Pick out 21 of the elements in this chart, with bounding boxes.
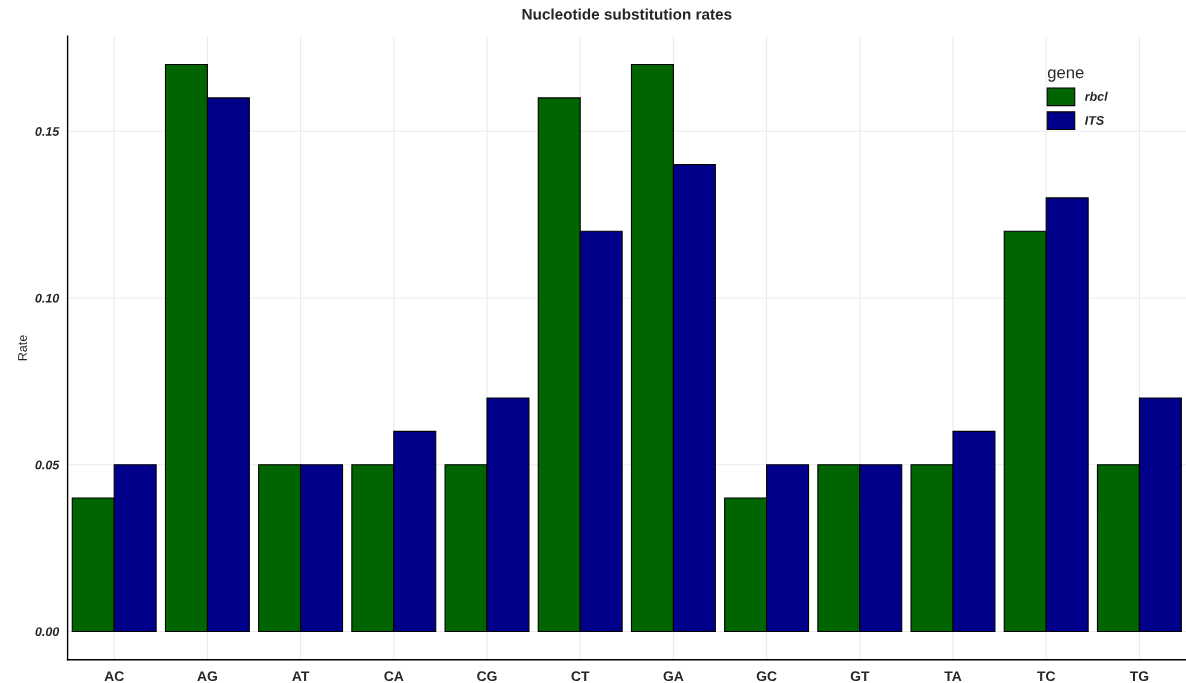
legend-label: rbcl [1084, 91, 1108, 101]
legend-title: gene [1047, 69, 1084, 82]
x-tick-label: AC [104, 671, 124, 682]
x-tick-label: CT [571, 671, 590, 682]
x-tick-label: GA [663, 671, 684, 682]
y-axis-title: Rate [18, 335, 27, 361]
y-tick-label: 0.15 [35, 127, 60, 136]
x-tick-label: CG [477, 671, 497, 682]
x-tick-label: TG [1129, 671, 1149, 682]
x-tick-label: CA [384, 671, 404, 682]
x-tick-label: TC [1037, 671, 1056, 682]
x-tick-label: TA [944, 671, 962, 681]
y-tick-label: 0.10 [35, 293, 60, 303]
y-tick-label: 0.05 [35, 460, 60, 470]
legend-label: ITS [1084, 116, 1105, 125]
x-tick-label: GT [850, 671, 870, 682]
y-tick-label: 0.00 [35, 627, 60, 637]
x-tick-label: AG [197, 671, 217, 682]
x-tick-label: AT [292, 671, 310, 681]
x-tick-label: GC [756, 671, 777, 682]
chart-title: Nucleotide substitution rates [522, 8, 732, 20]
